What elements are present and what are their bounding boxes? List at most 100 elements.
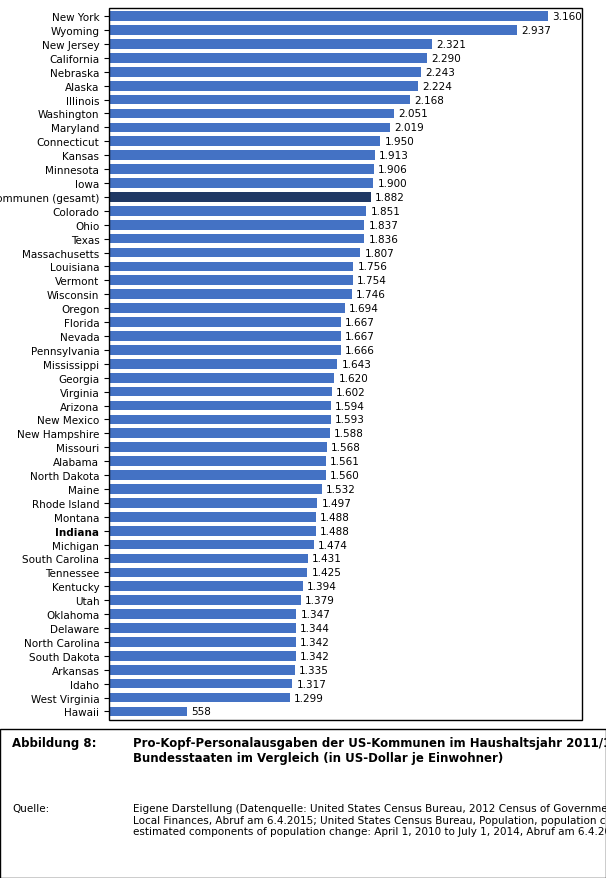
Bar [109, 457, 326, 466]
Text: 1.643: 1.643 [342, 359, 371, 370]
Bar [109, 666, 295, 675]
Bar [109, 332, 341, 342]
Bar [109, 554, 308, 564]
Bar [109, 693, 290, 702]
Bar [109, 304, 345, 313]
Text: 1.532: 1.532 [326, 485, 356, 494]
Text: 1.474: 1.474 [318, 540, 348, 550]
Bar [109, 12, 548, 22]
Bar [109, 568, 307, 578]
Text: 1.667: 1.667 [345, 332, 375, 342]
Bar [109, 179, 373, 189]
Bar [109, 124, 390, 133]
Bar [109, 263, 353, 272]
Text: 1.851: 1.851 [371, 206, 401, 217]
Text: 2.019: 2.019 [394, 123, 424, 133]
Bar [109, 651, 296, 661]
Text: 1.900: 1.900 [378, 179, 407, 189]
Text: 1.593: 1.593 [335, 415, 365, 425]
Text: 558: 558 [191, 707, 211, 716]
Bar [109, 707, 187, 716]
Bar [109, 540, 314, 550]
Bar [109, 206, 367, 217]
Bar [109, 471, 326, 480]
Bar [109, 485, 322, 494]
Bar [109, 96, 410, 105]
Text: 1.807: 1.807 [364, 248, 395, 258]
Bar [109, 526, 316, 536]
Bar [109, 512, 316, 522]
Bar [109, 415, 330, 425]
Bar [109, 290, 352, 299]
Bar [109, 40, 431, 50]
Bar [109, 318, 341, 327]
Text: 1.666: 1.666 [345, 345, 375, 356]
Text: 1.431: 1.431 [312, 554, 342, 564]
Text: 2.321: 2.321 [436, 40, 466, 50]
Text: 2.051: 2.051 [398, 110, 428, 119]
Text: 1.746: 1.746 [356, 290, 386, 300]
Bar [109, 387, 332, 397]
Bar [109, 373, 335, 383]
Bar [109, 234, 364, 244]
Text: 2.224: 2.224 [422, 82, 452, 91]
Text: 1.594: 1.594 [335, 401, 365, 411]
Bar [109, 679, 292, 688]
Text: 2.168: 2.168 [415, 96, 445, 105]
Text: 1.694: 1.694 [349, 304, 379, 313]
Text: 1.836: 1.836 [368, 234, 398, 244]
Bar [109, 165, 374, 175]
Text: 1.561: 1.561 [330, 457, 360, 466]
Text: 1.344: 1.344 [300, 623, 330, 633]
Text: Abbildung 8:: Abbildung 8: [12, 736, 96, 749]
Bar [109, 82, 418, 91]
Bar [109, 151, 375, 161]
Text: 1.950: 1.950 [384, 137, 414, 148]
Bar [109, 54, 427, 63]
Bar [109, 248, 361, 258]
Bar [109, 110, 395, 119]
Text: 1.754: 1.754 [357, 276, 387, 286]
Text: 1.667: 1.667 [345, 318, 375, 327]
Text: Eigene Darstellung (Datenquelle: United States Census Bureau, 2012 Census of Gov: Eigene Darstellung (Datenquelle: United … [133, 803, 606, 837]
Text: 2.937: 2.937 [522, 26, 551, 36]
Bar [109, 359, 338, 370]
Bar [109, 637, 296, 647]
Text: 2.290: 2.290 [431, 54, 461, 64]
Text: 1.568: 1.568 [331, 443, 361, 453]
Bar [109, 137, 380, 147]
Text: 2.243: 2.243 [425, 68, 455, 77]
Bar [109, 26, 518, 36]
Text: 1.602: 1.602 [336, 387, 365, 397]
Text: 1.488: 1.488 [320, 526, 350, 536]
Text: 1.588: 1.588 [334, 428, 364, 439]
Text: 3.160: 3.160 [553, 12, 582, 22]
Text: 1.425: 1.425 [311, 568, 341, 578]
Bar [109, 9, 582, 720]
Bar [109, 443, 327, 452]
Text: Quelle:: Quelle: [12, 803, 49, 813]
Text: 1.342: 1.342 [300, 637, 330, 647]
Bar [109, 623, 296, 633]
Text: 1.394: 1.394 [307, 581, 337, 592]
Text: 1.299: 1.299 [294, 693, 324, 702]
Bar [109, 401, 331, 411]
Text: 1.620: 1.620 [339, 373, 368, 384]
Bar [109, 220, 364, 230]
Text: 1.335: 1.335 [299, 665, 328, 675]
Text: 1.560: 1.560 [330, 471, 360, 480]
Bar [109, 277, 353, 286]
Text: 1.347: 1.347 [301, 609, 330, 619]
Bar [109, 499, 317, 508]
Bar [109, 346, 341, 356]
Bar [109, 582, 303, 592]
Text: 1.882: 1.882 [375, 192, 405, 203]
Bar [109, 429, 330, 439]
Text: 1.342: 1.342 [300, 651, 330, 661]
Bar [109, 193, 371, 203]
Text: 1.837: 1.837 [368, 220, 399, 230]
Text: 1.906: 1.906 [378, 165, 408, 175]
Bar [109, 68, 421, 77]
Text: 1.317: 1.317 [296, 679, 326, 689]
Text: 1.497: 1.497 [321, 499, 351, 508]
